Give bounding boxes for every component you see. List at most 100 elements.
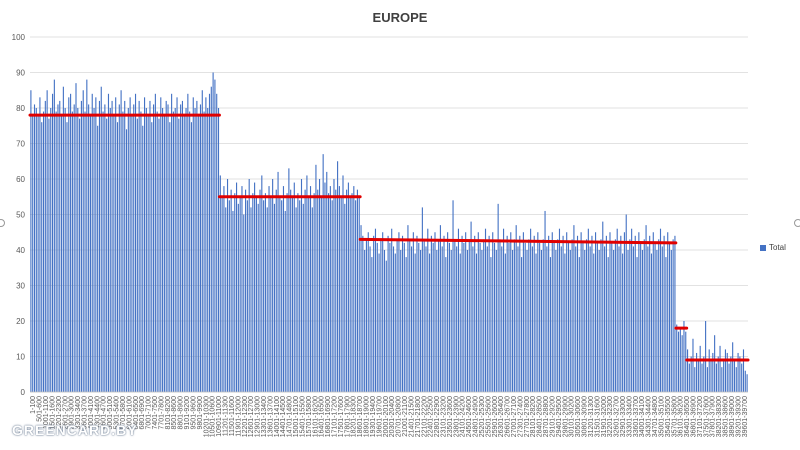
bar xyxy=(230,189,232,392)
x-tick-label: 22801-22900 xyxy=(434,396,441,437)
bar xyxy=(55,111,57,393)
x-tick-label: 14701-14800 xyxy=(287,396,294,437)
bar xyxy=(712,352,714,392)
bar xyxy=(192,97,194,392)
trend-lines xyxy=(28,113,750,362)
bar xyxy=(595,232,597,392)
bar xyxy=(376,242,378,392)
bar xyxy=(526,250,528,392)
bar xyxy=(501,246,503,392)
x-tick-label: 20001-20100 xyxy=(383,396,390,437)
bar xyxy=(632,246,635,392)
bar xyxy=(311,207,313,392)
bar xyxy=(733,360,736,392)
bar xyxy=(392,246,395,392)
bar xyxy=(221,196,223,392)
bar xyxy=(461,235,463,392)
x-tick-label: 22101-22200 xyxy=(421,396,428,437)
x-tick-label: 36101-36200 xyxy=(678,396,685,437)
bar xyxy=(385,260,387,392)
x-tick-label: 5001-5100 xyxy=(107,396,114,430)
bar xyxy=(465,232,467,392)
bar xyxy=(329,186,331,392)
bar xyxy=(735,367,737,392)
x-tick-label: 2201-2300 xyxy=(56,396,63,430)
bar xyxy=(243,214,245,392)
bar xyxy=(71,111,73,393)
bar xyxy=(400,250,402,392)
y-tick-label: 100 xyxy=(12,33,26,42)
bar xyxy=(185,108,187,392)
watermark: GREENCARD.BY xyxy=(12,422,138,438)
bar xyxy=(66,122,68,392)
bar xyxy=(214,79,216,392)
bar xyxy=(178,118,180,393)
bar xyxy=(643,239,645,392)
bar xyxy=(64,108,66,392)
x-tick-label: 9501-9600 xyxy=(190,396,197,430)
bar xyxy=(546,246,548,392)
bar xyxy=(364,250,366,392)
bar xyxy=(196,100,198,393)
y-tick-label: 90 xyxy=(16,69,25,78)
x-tick-label: 34701-34800 xyxy=(652,396,659,437)
bar xyxy=(172,111,174,393)
bar xyxy=(309,186,312,392)
x-tick-label: 12601-12700 xyxy=(248,396,255,437)
bar xyxy=(454,239,456,392)
bar xyxy=(232,210,234,392)
bar xyxy=(234,193,236,392)
bar xyxy=(582,242,584,392)
bar xyxy=(429,253,431,392)
bar xyxy=(291,196,294,392)
x-tick-label: 7001-7100 xyxy=(146,396,153,430)
x-tick-label: 15701-15800 xyxy=(306,396,313,437)
bar xyxy=(611,242,613,392)
bar xyxy=(183,115,185,392)
bar xyxy=(198,115,200,392)
x-tick-label: 24101-24200 xyxy=(460,396,467,437)
bar xyxy=(33,104,36,392)
bar xyxy=(131,115,133,392)
bar xyxy=(398,232,400,392)
x-tick-label: 4301-4400 xyxy=(94,396,101,430)
bar xyxy=(683,321,685,392)
bar xyxy=(389,242,391,392)
bar xyxy=(290,189,292,392)
x-tick-label: 31201-31300 xyxy=(588,396,595,437)
bar xyxy=(609,232,611,392)
bar xyxy=(490,257,492,392)
x-tick-label: 32201-32300 xyxy=(607,396,614,437)
bar xyxy=(717,356,719,392)
bar xyxy=(705,321,707,392)
resize-handle-right[interactable] xyxy=(794,219,800,227)
x-tick-label: 23101-23200 xyxy=(440,396,447,437)
x-tick-label: 28701-28800 xyxy=(543,396,550,437)
bar xyxy=(423,239,425,392)
bar xyxy=(75,83,77,393)
bar xyxy=(677,331,680,392)
bar xyxy=(598,250,600,392)
bar xyxy=(443,235,445,392)
x-tick-label: 12201-12300 xyxy=(242,396,249,437)
bar xyxy=(306,175,308,392)
bar xyxy=(737,352,739,392)
bar xyxy=(268,186,270,392)
resize-handle-left[interactable] xyxy=(0,219,5,227)
bar xyxy=(86,79,88,392)
bar xyxy=(210,86,212,392)
bar xyxy=(723,360,725,392)
x-tick-label: 33301-33400 xyxy=(626,396,633,437)
x-tick-label: 35701-35800 xyxy=(671,396,678,437)
bar xyxy=(587,228,589,392)
bar xyxy=(318,179,321,392)
bar xyxy=(79,118,81,393)
bar xyxy=(187,93,189,393)
bar xyxy=(719,345,721,392)
x-tick-label: 7401-7500 xyxy=(152,396,159,430)
bar xyxy=(441,246,443,392)
bar xyxy=(115,97,117,392)
bar xyxy=(382,232,384,392)
bar xyxy=(510,232,512,392)
